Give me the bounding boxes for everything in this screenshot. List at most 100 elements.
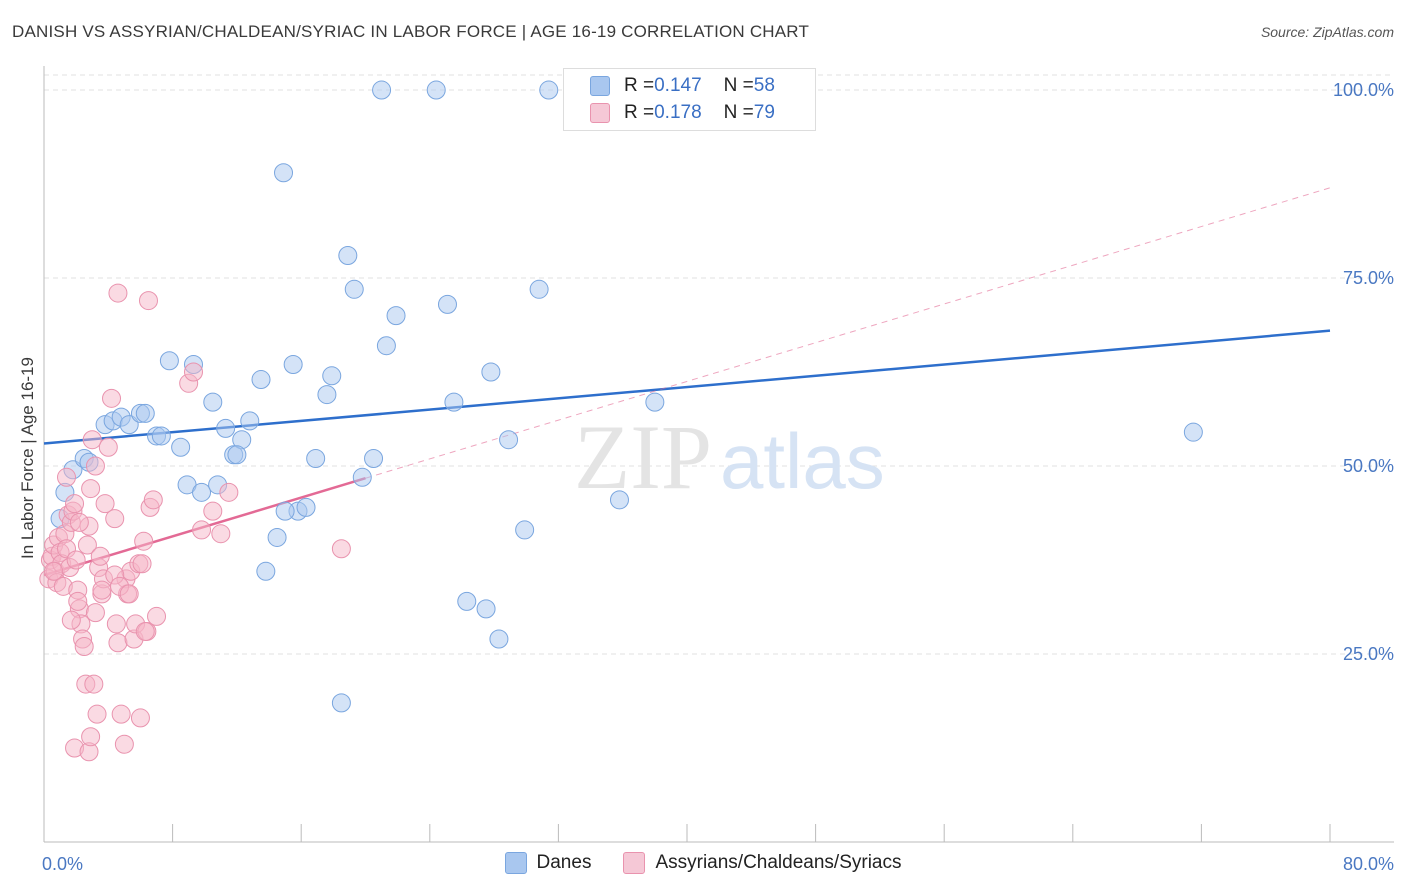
assyrians-swatch	[590, 103, 610, 123]
danes-point	[364, 449, 384, 468]
assyrians-point	[192, 520, 212, 540]
assyrians-point	[138, 291, 158, 311]
r-value: 0.178	[654, 102, 702, 123]
assyrians-point	[130, 708, 150, 728]
x-tick-label: 80.0%	[1343, 854, 1394, 874]
danes-point	[529, 279, 549, 299]
assyrians-point	[147, 606, 167, 626]
legend-item-danes[interactable]: Danes	[504, 852, 591, 874]
danes-point	[283, 355, 303, 375]
legend-row-danes: R = 0.147 N = 58	[590, 73, 775, 99]
assyrians-point	[92, 580, 112, 600]
source-credit: Source: ZipAtlas.com	[1260, 24, 1394, 40]
r-value: 0.147	[654, 75, 702, 96]
assyrians-point	[114, 734, 134, 754]
assyrians-point	[84, 674, 104, 694]
danes-point	[251, 370, 271, 390]
danes-point	[457, 591, 477, 611]
assyrians-point	[81, 479, 101, 499]
n-value: 79	[753, 102, 775, 123]
danes-point	[515, 520, 535, 540]
danes-point	[344, 279, 364, 299]
danes-point	[645, 392, 665, 412]
y-tick-label: 100.0%	[1333, 80, 1394, 100]
legend-item-assyrians[interactable]: Assyrians/Chaldeans/Syriacs	[623, 852, 901, 874]
danes-point	[386, 306, 406, 326]
danes-point	[609, 490, 629, 510]
assyrians-point	[108, 283, 128, 303]
assyrians-point	[203, 501, 223, 521]
n-label: N =	[723, 75, 754, 96]
assyrians-point	[111, 704, 131, 724]
danes-swatch	[504, 852, 527, 874]
y-tick-label: 50.0%	[1343, 456, 1394, 476]
axes	[43, 66, 1394, 843]
danes-point	[481, 362, 501, 382]
n-label: N =	[723, 102, 754, 123]
assyrians-point	[132, 554, 152, 574]
assyrians-point	[106, 614, 126, 634]
data-points	[39, 80, 1203, 762]
assyrians-point	[57, 467, 77, 487]
assyrians-swatch	[623, 852, 646, 874]
assyrians-point	[219, 482, 239, 502]
danes-point	[352, 467, 372, 487]
danes-point	[267, 527, 287, 547]
assyrians-point	[134, 531, 154, 551]
assyrians-point	[98, 437, 118, 457]
danes-point	[322, 366, 342, 386]
y-axis-label: In Labor Force | Age 16-19	[18, 357, 37, 559]
assyrians-point	[61, 610, 81, 630]
assyrians-point	[65, 494, 85, 514]
y-tick-label: 25.0%	[1343, 644, 1394, 664]
danes-point	[275, 501, 295, 521]
danes-point	[216, 418, 236, 438]
danes-point	[274, 163, 294, 183]
chart-title: DANISH VS ASSYRIAN/CHALDEAN/SYRIAC IN LA…	[12, 22, 810, 41]
x-tick-labels: 0.0% 80.0%	[42, 854, 1394, 874]
danes-point	[1183, 422, 1203, 442]
danes-point	[151, 426, 171, 446]
assyrians-point	[105, 509, 125, 529]
legend-row-assyrians: R = 0.178 N = 79	[590, 100, 775, 126]
watermark-zip: ZIP	[574, 406, 712, 508]
assyrians-point	[135, 621, 155, 641]
assyrians-point	[102, 388, 122, 408]
r-label: R =	[624, 75, 655, 96]
danes-point	[476, 599, 496, 619]
x-tick-label: 0.0%	[42, 854, 83, 874]
assyrians-point	[95, 494, 115, 514]
danes-point	[192, 482, 212, 502]
danes-point	[539, 80, 559, 100]
n-value: 58	[753, 75, 775, 96]
danes-point	[372, 80, 392, 100]
y-tick-labels: 25.0% 50.0% 75.0% 100.0%	[1333, 80, 1394, 664]
danes-point	[171, 437, 191, 457]
danes-point	[306, 449, 326, 468]
assyrians-point	[74, 636, 94, 656]
assyrians-point	[87, 704, 107, 724]
danes-point	[444, 392, 464, 412]
trend-lines	[43, 187, 1331, 577]
assyrians-point	[108, 633, 128, 653]
danes-point	[437, 294, 457, 314]
assyrians-point	[82, 430, 102, 450]
danes-point	[499, 430, 519, 450]
danes-point	[338, 245, 358, 265]
assyrians-point	[90, 546, 110, 566]
assyrians-point	[85, 603, 105, 623]
danes-point	[240, 411, 260, 431]
y-tick-label: 75.0%	[1343, 268, 1394, 288]
assyrians-point	[77, 535, 97, 555]
assyrians-point	[143, 490, 163, 510]
assyrians-point	[68, 591, 88, 611]
danes-point	[317, 385, 337, 405]
r-label: R =	[624, 102, 655, 123]
assyrians-point	[44, 561, 64, 581]
assyrians-point	[69, 512, 89, 532]
assyrians-point	[211, 524, 231, 544]
correlation-legend: R = 0.147 N = 58 R = 0.178 N = 79	[563, 68, 816, 131]
danes-point	[159, 351, 179, 371]
danes-point	[227, 445, 247, 465]
